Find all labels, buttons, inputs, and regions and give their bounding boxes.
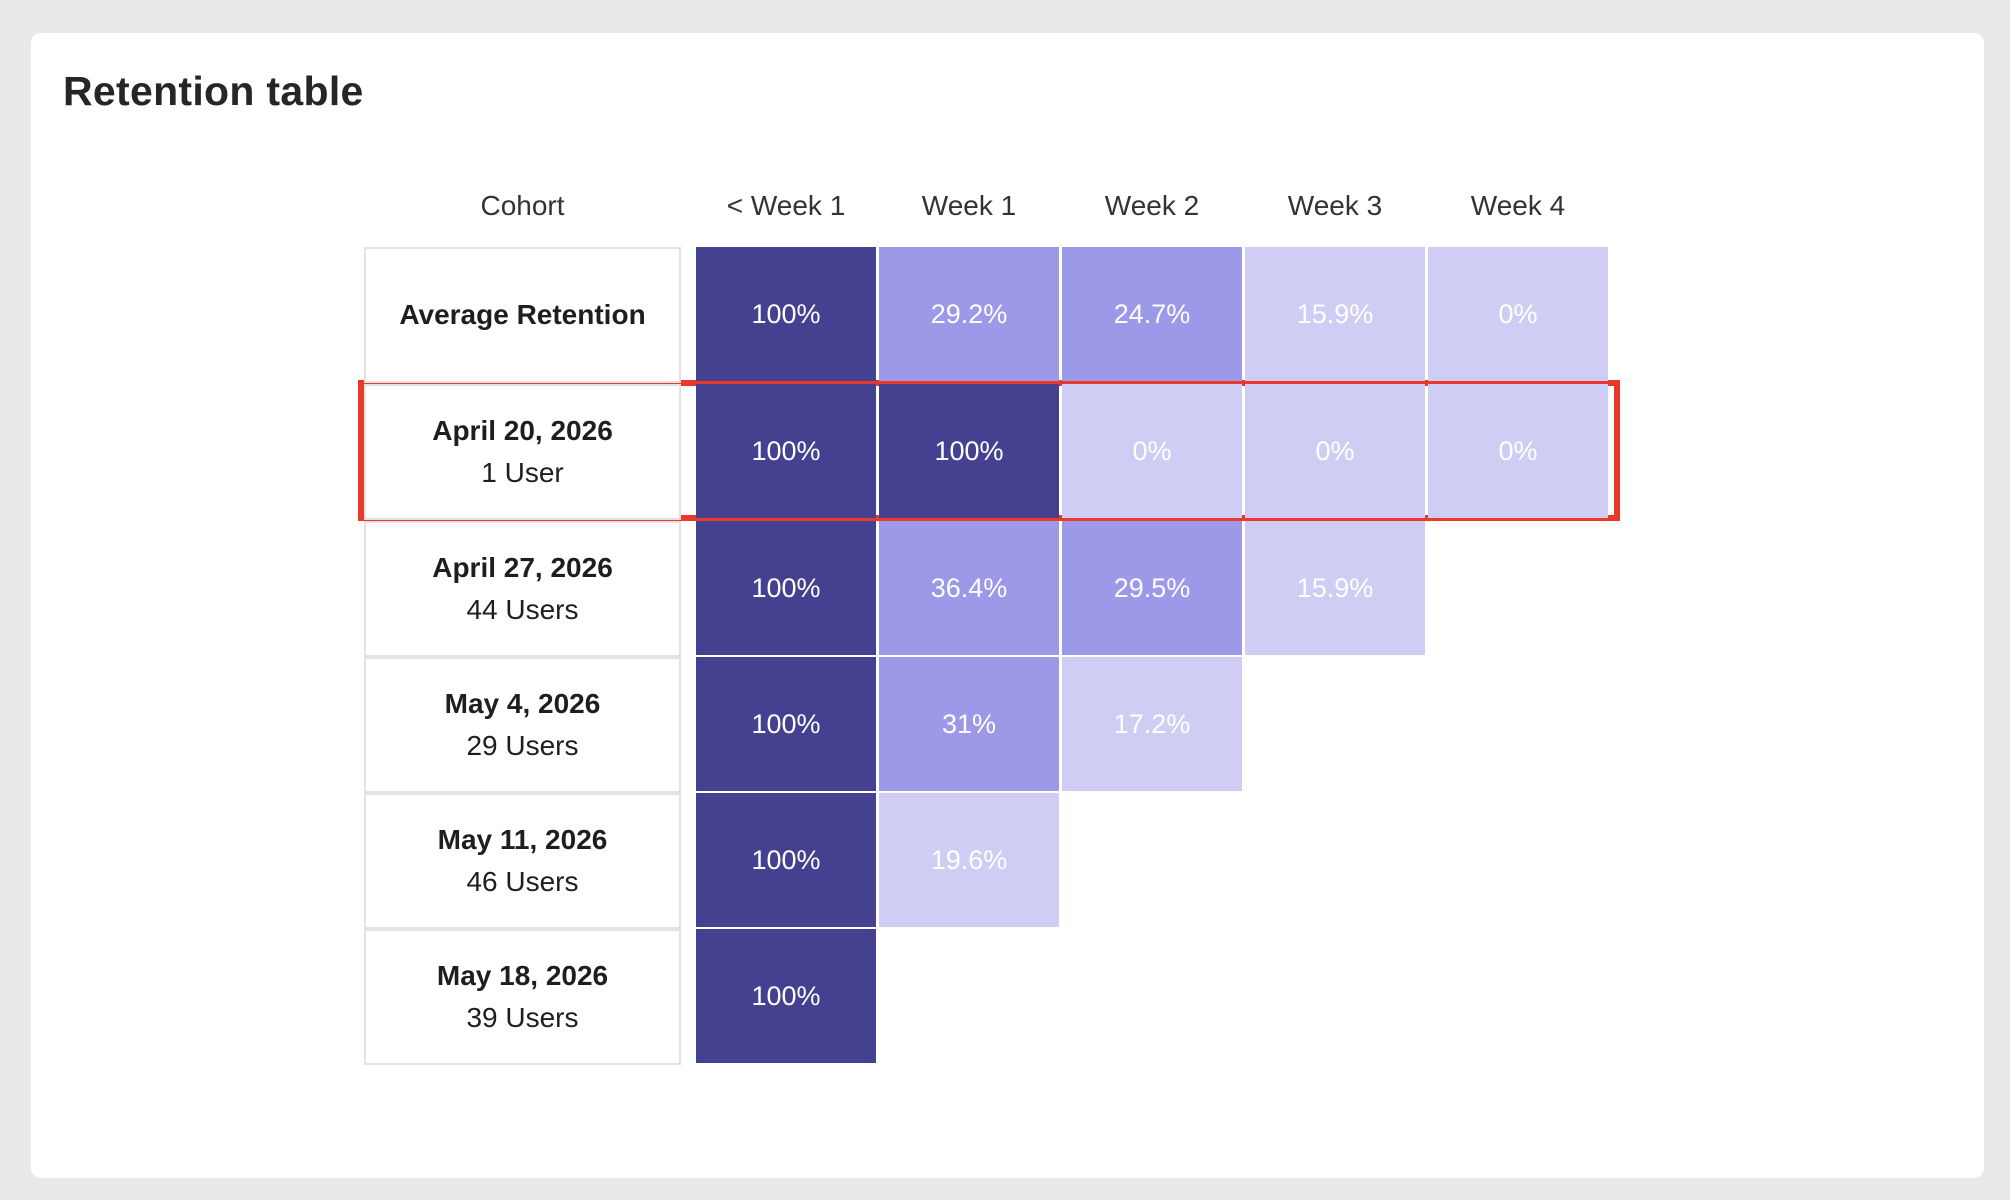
retention-cell: 15.9%: [1245, 521, 1425, 655]
retention-cell: 36.4%: [879, 521, 1059, 655]
retention-cell: 100%: [696, 657, 876, 791]
cohort-users: 44 Users: [466, 594, 579, 625]
retention-cell: 19.6%: [879, 793, 1059, 927]
column-header: Week 2: [1104, 190, 1200, 221]
retention-cell: 29.5%: [1062, 521, 1242, 655]
column-header: Week 3: [1287, 190, 1383, 221]
retention-cell: 0%: [1062, 384, 1242, 518]
cohort-users: 1 User: [481, 457, 564, 488]
retention-cell: 24.7%: [1062, 247, 1242, 381]
column-header: Week 4: [1470, 190, 1566, 221]
retention-cell: 100%: [696, 929, 876, 1063]
cohort-date: April 20, 2026: [432, 415, 613, 446]
cohort-date: Average Retention: [399, 299, 646, 330]
retention-cell: 100%: [696, 384, 876, 518]
retention-cell: 0%: [1428, 247, 1608, 381]
column-header: Cohort: [480, 190, 565, 221]
retention-cell: 29.2%: [879, 247, 1059, 381]
retention-cell: 100%: [696, 793, 876, 927]
retention-cell: 100%: [879, 384, 1059, 518]
retention-cell: 31%: [879, 657, 1059, 791]
retention-cell: 0%: [1428, 384, 1608, 518]
cohort-date: April 27, 2026: [432, 552, 613, 583]
cohort-date: May 4, 2026: [444, 688, 601, 719]
retention-cell: 100%: [696, 521, 876, 655]
cohort-cell: May 18, 2026 39 Users: [364, 929, 681, 1065]
retention-cell: 0%: [1245, 384, 1425, 518]
retention-cell: 17.2%: [1062, 657, 1242, 791]
retention-cell: 15.9%: [1245, 247, 1425, 381]
cohort-users: 29 Users: [466, 730, 579, 761]
cohort-cell: April 20, 2026 1 User: [364, 384, 681, 520]
cohort-cell: May 11, 2026 46 Users: [364, 793, 681, 929]
cohort-date: May 18, 2026: [436, 960, 609, 991]
cohort-date: May 11, 2026: [437, 824, 608, 855]
column-header: < Week 1: [726, 190, 846, 221]
cohort-cell: May 4, 2026 29 Users: [364, 657, 681, 793]
card-title: Retention table: [63, 68, 364, 114]
column-header: Week 1: [921, 190, 1017, 221]
cohort-cell: April 27, 2026 44 Users: [364, 521, 681, 657]
retention-cell: 100%: [696, 247, 876, 381]
cohort-users: 46 Users: [466, 866, 579, 897]
cohort-cell: Average Retention: [364, 247, 681, 383]
cohort-users: 39 Users: [466, 1002, 579, 1033]
